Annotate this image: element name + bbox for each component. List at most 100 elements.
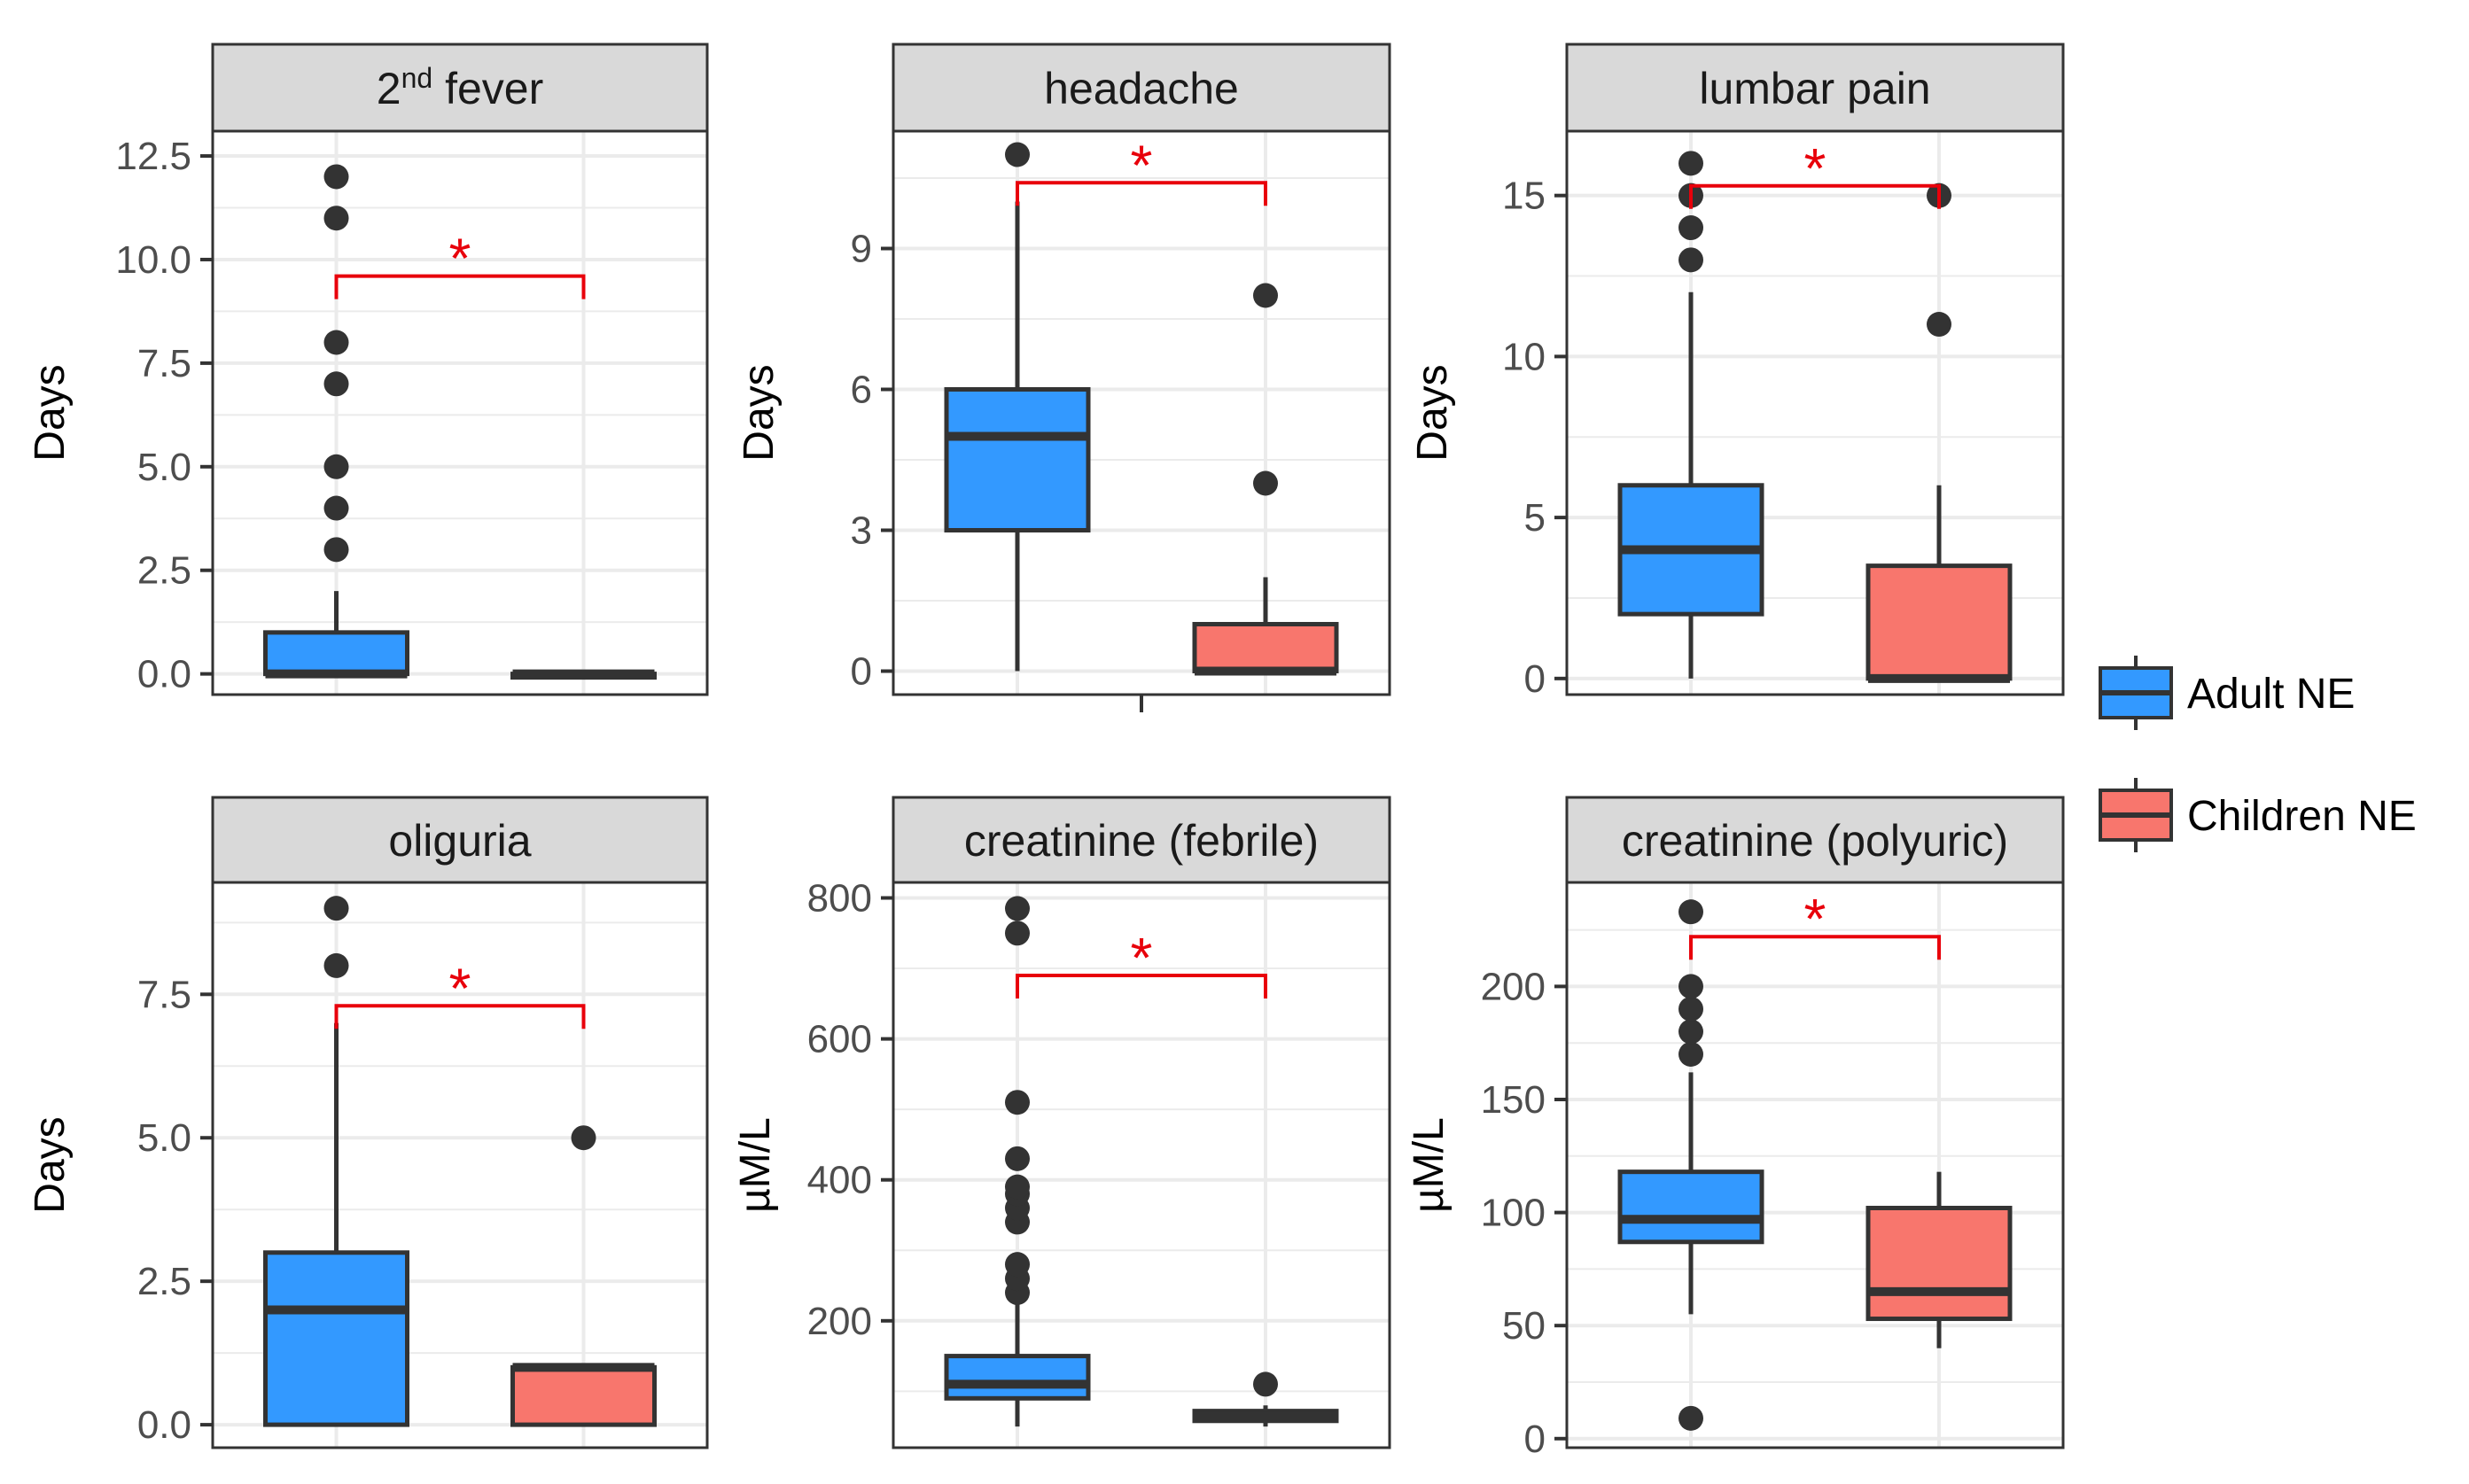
- outlier-point: [1678, 151, 1703, 176]
- y-axis-title: µM/L: [1406, 1117, 1453, 1213]
- facet-label: 2nd fever: [377, 62, 543, 113]
- significance-bracket: *: [334, 956, 586, 1029]
- adult-ne-box: [263, 896, 409, 1427]
- significance-star: *: [1131, 133, 1153, 197]
- bracket-line: [334, 1004, 586, 1029]
- adult-ne-box: [944, 896, 1091, 1427]
- outlier-point: [571, 1125, 596, 1151]
- y-tick-label: 400: [807, 1159, 872, 1202]
- panel-background: [1567, 882, 2063, 1448]
- bracket-line: [1016, 974, 1267, 999]
- bracket-line: [1689, 935, 1941, 960]
- outlier-point: [1005, 1252, 1030, 1278]
- y-tick-label: 600: [807, 1018, 872, 1061]
- panel-5: * creatinine (febrile) 200 400 600 800 µM/L: [732, 796, 1391, 1449]
- adult-ne-box: [263, 164, 409, 679]
- y-axis-title: Days: [27, 364, 74, 461]
- y-tick-label: 5: [1524, 496, 1546, 540]
- outlier-point: [1678, 899, 1703, 925]
- y-tick-label: 9: [851, 228, 872, 271]
- outlier-point: [323, 330, 349, 355]
- y-tick-label: 50: [1502, 1304, 1546, 1348]
- y-tick-label: 0.0: [137, 1403, 191, 1447]
- box-iqr: [1617, 1169, 1764, 1245]
- y-tick-label: 0: [1524, 1418, 1546, 1461]
- facet-strip: [211, 43, 709, 133]
- children-ne-box: [1865, 1171, 2013, 1348]
- y-tick-label: 3: [851, 509, 872, 553]
- children-ne-box: [1192, 1371, 1339, 1427]
- box-iqr: [944, 387, 1091, 532]
- children-ne-box: [510, 1125, 657, 1427]
- y-axis-title: Days: [27, 1116, 74, 1213]
- panel-1: * 2nd fever 0.0 2.5 5.0 7.5 10.0 12.5 Days: [27, 43, 709, 696]
- outlier-point: [1678, 215, 1703, 241]
- box-iqr: [510, 1364, 657, 1427]
- bracket-line: [1689, 183, 1941, 209]
- bracket-line: [1016, 181, 1267, 206]
- y-tick-label: 10: [1502, 335, 1546, 378]
- children-ne-box: [510, 669, 657, 680]
- children-ne-box: [1192, 283, 1339, 676]
- y-tick-label: 7.5: [137, 973, 191, 1016]
- significance-bracket: *: [334, 227, 586, 299]
- outlier-point: [1005, 142, 1030, 167]
- facet-label: lumbar pain: [1699, 64, 1930, 113]
- y-tick-label: 5.0: [137, 1116, 191, 1160]
- outlier-point: [1005, 896, 1030, 921]
- y-tick-label: 150: [1481, 1078, 1546, 1122]
- outlier-point: [323, 952, 349, 978]
- facet-label: headache: [1044, 64, 1239, 113]
- outlier-point: [323, 495, 349, 521]
- outlier-point: [1005, 921, 1030, 946]
- y-tick-label: 15: [1502, 175, 1546, 218]
- legend-label: Children NE: [2187, 793, 2417, 840]
- facet-label: creatinine (febrile): [964, 816, 1319, 866]
- outlier-point: [1005, 1174, 1030, 1200]
- panel-2: * headache 0 3 6 9 Days: [736, 43, 1391, 712]
- facet-label: oliguria: [388, 816, 531, 866]
- outlier-point: [323, 164, 349, 190]
- outlier-point: [323, 454, 349, 479]
- y-tick-label: 0: [1524, 657, 1546, 701]
- outlier-point: [1253, 283, 1278, 308]
- legend: Adult NE Children NE: [2099, 656, 2417, 852]
- facet-label: creatinine (polyuric): [1622, 816, 2008, 866]
- outlier-point: [323, 896, 349, 921]
- facet-strip: [1565, 43, 2065, 133]
- outlier-point: [1927, 312, 1951, 338]
- y-tick-label: 6: [851, 369, 872, 412]
- box-iqr: [944, 1354, 1091, 1401]
- box-iqr: [1865, 1205, 2013, 1322]
- outlier-point: [1005, 1146, 1030, 1171]
- facet-strip: [1565, 796, 2065, 884]
- y-axis-title: µM/L: [732, 1117, 779, 1213]
- panel-background: [213, 131, 707, 695]
- adult-ne-box: [1617, 899, 1764, 1431]
- significance-star: *: [1131, 926, 1153, 990]
- significance-bracket: *: [1016, 133, 1267, 206]
- y-tick-label: 0.0: [137, 653, 191, 696]
- significance-bracket: *: [1689, 136, 1941, 209]
- y-tick-label: 7.5: [137, 342, 191, 385]
- facet-strip: [211, 796, 709, 884]
- facet-strip: [892, 43, 1391, 133]
- significance-star: *: [1804, 136, 1826, 200]
- outlier-point: [1678, 1405, 1703, 1431]
- y-tick-label: 12.5: [115, 135, 191, 178]
- facet-strip: [892, 796, 1391, 884]
- outlier-point: [1678, 1019, 1703, 1045]
- y-axis-title: Days: [736, 364, 783, 461]
- significance-bracket: *: [1689, 887, 1941, 960]
- outlier-point: [1678, 1041, 1703, 1067]
- y-tick-label: 0: [851, 650, 872, 694]
- adult-ne-box: [1617, 151, 1764, 679]
- outlier-point: [323, 537, 349, 563]
- outlier-point: [1678, 974, 1703, 999]
- box-iqr: [1865, 563, 2013, 681]
- panel-3: * lumbar pain 0 5 10 15 Days: [1409, 43, 2065, 701]
- adult-ne-box: [944, 142, 1091, 672]
- y-tick-label: 100: [1481, 1192, 1546, 1235]
- legend-item-adult-ne: Adult NE: [2099, 656, 2355, 730]
